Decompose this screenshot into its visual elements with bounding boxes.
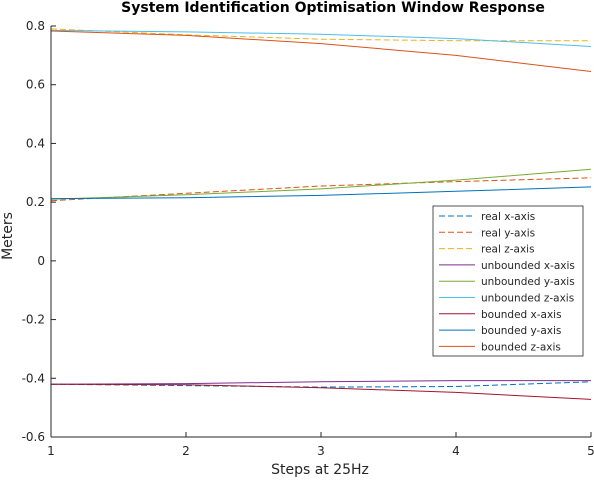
- legend-entry: unbounded x-axis: [481, 260, 575, 272]
- series-line-unbounded-z-axis: [50, 29, 592, 47]
- y-tick-label: -0.2: [22, 313, 45, 327]
- y-tick-label: 0: [37, 254, 45, 268]
- ticks-layer: 1 2 3 4 5 -0.6 -0.4 -0.2 0 0.2 0.4 0.6 0.8: [22, 19, 594, 458]
- legend-entry: bounded z-axis: [481, 341, 561, 353]
- y-tick-label: -0.6: [22, 430, 45, 444]
- y-tick-label: 0.6: [26, 78, 45, 92]
- x-tick-label: 4: [452, 444, 460, 458]
- y-tick-label: 0.2: [26, 195, 45, 209]
- series-line-bounded-y-axis: [50, 186, 592, 200]
- legend-entry: real z-axis: [481, 244, 535, 256]
- y-tick-label: -0.4: [22, 371, 45, 385]
- series-line-unbounded-y-axis: [50, 168, 592, 200]
- series-line-bounded-z-axis: [50, 30, 592, 72]
- series-line-bounded-x-axis: [50, 383, 592, 400]
- legend-entry: real x-axis: [481, 211, 535, 223]
- y-tick-label: 0.4: [26, 136, 45, 150]
- x-tick-label: 2: [182, 444, 190, 458]
- y-axis-label: Meters: [0, 212, 16, 260]
- x-tick-label: 5: [587, 444, 594, 458]
- legend-entry: bounded x-axis: [481, 309, 562, 321]
- series-line-real-z-axis: [50, 28, 591, 42]
- legend: real x-axis real y-axis real z-axis unbound…: [432, 205, 584, 357]
- legend-entry: bounded y-axis: [481, 325, 561, 337]
- chart-title: System Identification Optimisation Windo…: [121, 0, 545, 16]
- x-tick-label: 3: [317, 444, 325, 458]
- y-tick-label: 0.8: [26, 19, 45, 33]
- legend-entry: unbounded y-axis: [481, 276, 575, 288]
- series-line-unbounded-x-axis: [50, 380, 591, 385]
- series-layer: [50, 28, 592, 400]
- series-line-real-x-axis: [50, 381, 592, 388]
- x-tick-label: 1: [47, 444, 55, 458]
- legend-entry: unbounded z-axis: [481, 293, 574, 305]
- legend-entry: real y-axis: [481, 227, 535, 239]
- x-axis-label: Steps at 25Hz: [271, 462, 369, 478]
